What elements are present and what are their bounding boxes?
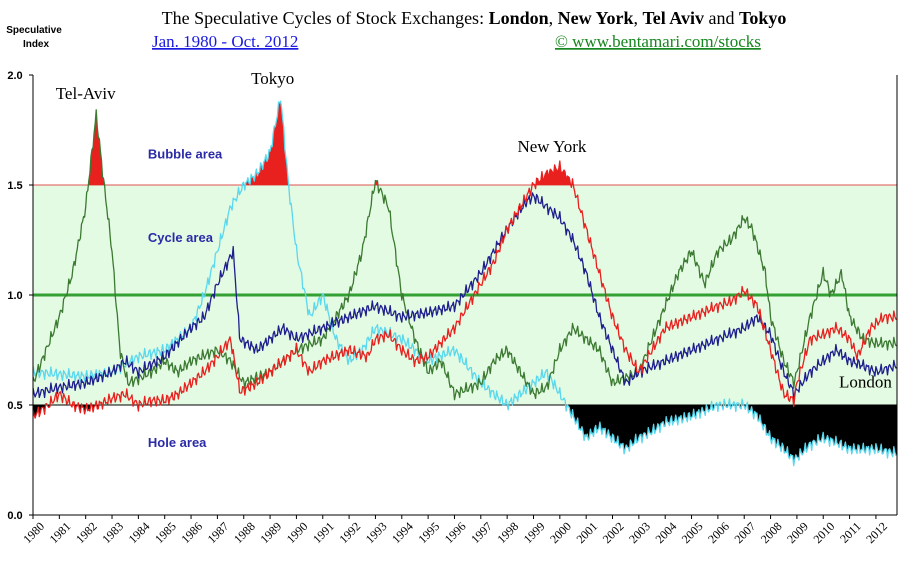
y-tick-label: 2.0 (7, 70, 22, 82)
x-tick-label: 2003 (626, 519, 653, 546)
hole-fill-tokyo (33, 405, 897, 466)
x-tick-label: 1993 (363, 519, 390, 546)
credit-link[interactable]: © www.bentamari.com/stocks (555, 32, 761, 51)
x-tick-label: 1980 (20, 519, 47, 546)
x-tick-label: 1981 (47, 519, 74, 546)
x-tick-label: 2000 (547, 519, 574, 546)
x-tick-label: 1989 (257, 519, 284, 546)
x-tick-label: 1995 (415, 519, 442, 546)
y-tick-label: 0.5 (7, 400, 22, 412)
x-tick-label: 1991 (310, 519, 337, 546)
x-tick-label: 1984 (126, 519, 153, 546)
y-axis-label-line2: Index (23, 39, 50, 50)
series-line-tokyo (33, 100, 897, 467)
chart-title: The Speculative Cycles of Stock Exchange… (162, 8, 787, 28)
x-tick-label: 2012 (863, 519, 890, 546)
area-label-hole-area: Hole area (148, 435, 207, 450)
area-label-cycle-area: Cycle area (148, 230, 214, 245)
area-band-0 (33, 75, 897, 185)
series-line-tel-aviv (33, 109, 897, 401)
series-layer (33, 100, 897, 467)
x-tick-label: 1990 (284, 519, 311, 546)
series-line-london (33, 160, 897, 419)
x-tick-label: 2011 (837, 519, 864, 546)
x-tick-label: 1985 (152, 519, 179, 546)
series-label-tel-aviv: Tel-Aviv (56, 84, 116, 103)
x-tick-label: 1997 (468, 519, 495, 546)
series-label-new-york: New York (517, 137, 586, 156)
x-tick-label: 1994 (389, 519, 416, 546)
x-tick-label: 2008 (758, 519, 785, 546)
x-tick-label: 2001 (573, 519, 600, 546)
x-tick-label: 2007 (731, 519, 758, 546)
series-line-new-york (33, 192, 897, 400)
area-label-bubble-area: Bubble area (148, 147, 223, 162)
date-range-subtitle: Jan. 1980 - Oct. 2012 (152, 32, 298, 51)
x-tick-label: 1992 (336, 519, 363, 546)
series-label-tokyo: Tokyo (251, 69, 294, 88)
x-tick-label: 1987 (205, 519, 232, 546)
x-tick-label: 2004 (652, 519, 679, 546)
x-tick-label: 2010 (810, 519, 837, 546)
x-tick-label: 1998 (494, 519, 521, 546)
x-tick-label: 2009 (784, 519, 811, 546)
x-tick-label: 1999 (521, 519, 548, 546)
x-tick-label: 1982 (73, 519, 100, 546)
x-tick-label: 2006 (705, 519, 732, 546)
x-tick-label: 1988 (231, 519, 258, 546)
labels-layer: Tel-Aviv Tokyo New York London Bubble area Cy… (56, 69, 893, 450)
y-tick-label: 0.0 (7, 510, 22, 522)
area-band-2 (33, 405, 897, 515)
bubble-hole-fills (33, 101, 897, 466)
y-tick-label: 1.5 (7, 180, 22, 192)
y-axis-label-line1: Speculative (6, 25, 62, 36)
x-tick-label: 1996 (442, 519, 469, 546)
x-tick-label: 1986 (178, 519, 205, 546)
x-tick-label: 1983 (99, 519, 126, 546)
y-tick-label: 1.0 (7, 290, 22, 302)
series-label-london: London (839, 372, 892, 391)
x-tick-label: 2005 (679, 519, 706, 546)
x-tick-label: 2002 (600, 519, 627, 546)
